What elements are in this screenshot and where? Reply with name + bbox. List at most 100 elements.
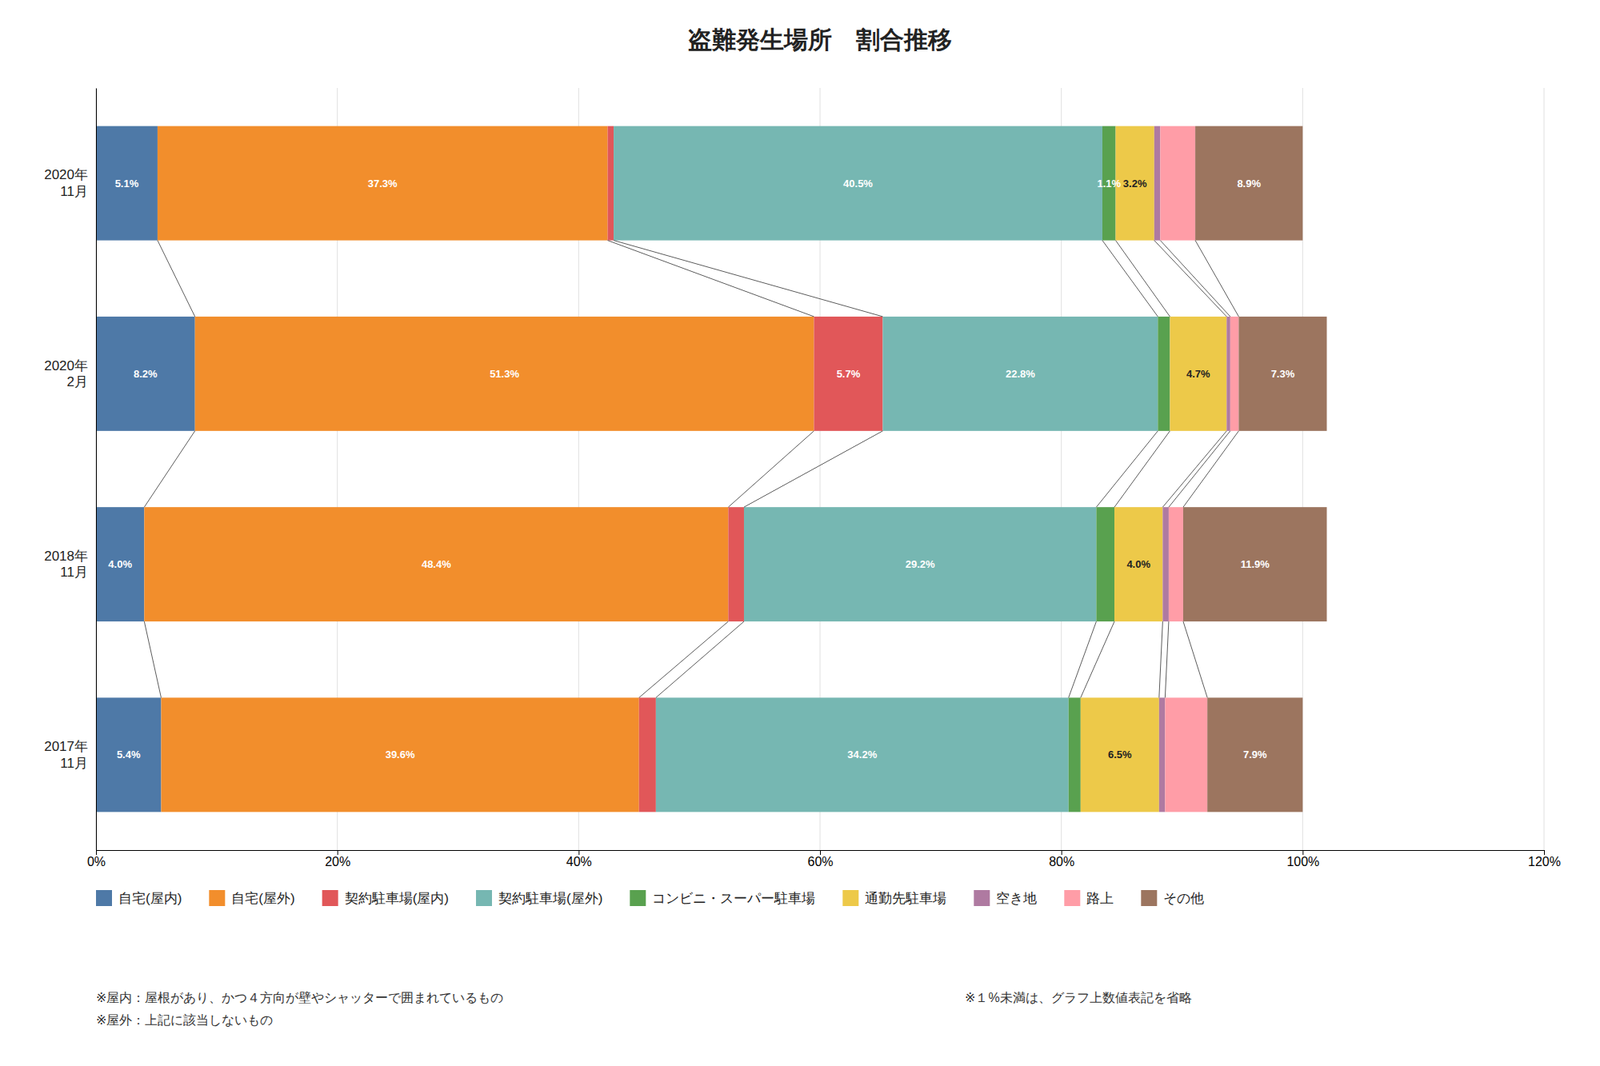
connector-line [1068, 621, 1097, 698]
x-tick-mark [578, 850, 580, 856]
data-label: 22.8% [1005, 368, 1036, 380]
x-axis-line [96, 851, 1545, 856]
bar-segment [96, 126, 158, 241]
legend-swatch [476, 890, 492, 907]
bar-segment [157, 126, 608, 241]
legend-label: 路上 [1086, 891, 1114, 907]
bar-segment [1162, 507, 1169, 622]
connector-line [1096, 431, 1158, 508]
y-tick: 2020年2月 [44, 358, 88, 390]
connector-line [1154, 240, 1228, 317]
bars [96, 126, 1328, 813]
x-tick-label: 40% [566, 855, 592, 869]
legend-item: 自宅(屋内) [96, 890, 182, 907]
legend-label: 自宅(屋内) [118, 891, 182, 907]
data-label: 8.9% [1236, 177, 1261, 190]
y-tick-label: 2020年2月 [44, 358, 88, 390]
data-label: 48.4% [421, 558, 452, 571]
bar-segment [613, 126, 1103, 241]
bar-segment [1230, 316, 1240, 432]
y-axis: 2017年11月2018年11月2020年2月2020年11月 [44, 88, 96, 852]
legend-item: 契約駐車場(屋内) [322, 890, 449, 907]
data-label: 5.7% [836, 368, 861, 380]
x-tick-label: 20% [324, 855, 351, 869]
legend-swatch [96, 890, 112, 907]
data-label: 40.5% [843, 177, 873, 190]
bar-segment [608, 126, 615, 241]
legend-swatch [973, 890, 990, 907]
bar-segment [639, 697, 656, 812]
y-tick: 2017年11月 [44, 739, 88, 771]
data-label: 37.3% [368, 177, 398, 190]
bar-segment [1207, 697, 1303, 812]
data-label: 39.6% [385, 748, 416, 761]
bar-segment [1096, 507, 1115, 622]
connector-line [1080, 621, 1115, 698]
legend-swatch [1140, 890, 1157, 907]
connector-line [1159, 621, 1164, 698]
x-tick-label: 100% [1286, 855, 1320, 869]
legend: 自宅(屋内) 自宅(屋外) 契約駐車場(屋内) 契約駐車場(屋外) コンビニ・スーパー駐… [96, 890, 1204, 907]
grid [96, 88, 1544, 851]
bar-segment [882, 316, 1158, 432]
x-tick: 40% [566, 850, 592, 869]
data-label: 4.7% [1186, 368, 1211, 380]
footnote: ※１%未満は、グラフ上数値表記を省略 [964, 991, 1192, 1005]
connector-line [1183, 431, 1239, 508]
y-tick-label-line: 2月 [67, 374, 88, 390]
data-label: 4.0% [1126, 558, 1151, 571]
legend-label: 契約駐車場(屋内) [344, 891, 449, 907]
x-tick-label: 0% [87, 855, 106, 869]
bar-segment [1116, 126, 1155, 241]
bar-segment [656, 697, 1069, 812]
grid-line [96, 88, 97, 851]
legend-swatch [1064, 890, 1080, 907]
connector-line [1114, 431, 1170, 508]
plot-area: 5.4%4.0%8.2%5.1%39.6%48.4%51.3%37.3%5.7%… [44, 88, 1561, 869]
y-axis-line [96, 88, 97, 852]
bar-segment [96, 507, 144, 622]
connector-line [144, 431, 195, 508]
bar-series [613, 126, 1158, 813]
x-axis: 0%20%40%60%80%100%120% [87, 850, 1561, 869]
footnote: ※屋内：屋根があり、かつ４方向が壁やシャッターで囲まれているもの [96, 991, 504, 1005]
x-tick: 0% [87, 850, 106, 869]
connector-line [157, 240, 196, 317]
y-tick-label-line: 2017年 [44, 739, 88, 755]
chart-title: 盗難発生場所 割合推移 [688, 26, 952, 53]
y-tick-label-line: 11月 [60, 756, 88, 772]
legend-label: コンビニ・スーパー駐車場 [652, 891, 816, 907]
connector-line [613, 240, 883, 317]
y-tick: 2018年11月 [44, 548, 88, 580]
chart-container: 盗難発生場所 割合推移5.4%4.0%8.2%5.1%39.6%48.4%51.… [0, 0, 1600, 1066]
x-tick-mark [1302, 850, 1304, 856]
legend-label: 通勤先駐車場 [864, 891, 947, 907]
x-tick-mark [96, 850, 97, 856]
y-tick-label-line: 11月 [60, 184, 88, 200]
legend-item: 自宅(屋外) [208, 890, 295, 907]
footnote: ※屋外：上記に該当しないもの [96, 1013, 273, 1028]
bar-segment [1168, 507, 1184, 622]
x-tick-mark [337, 850, 339, 856]
legend-item: 契約駐車場(屋外) [476, 890, 603, 907]
y-tick-label-line: 2020年 [44, 167, 88, 183]
bar-segment [195, 316, 815, 432]
data-label: 11.9% [1240, 558, 1271, 571]
legend-item: 通勤先駐車場 [842, 890, 947, 907]
y-tick-label: 2018年11月 [44, 548, 88, 580]
data-label: 5.4% [116, 748, 141, 761]
x-tick: 80% [1048, 850, 1075, 869]
connector-line [1160, 240, 1230, 317]
bar-segment [1164, 697, 1208, 812]
connector-line [656, 621, 744, 698]
legend-swatch [322, 890, 339, 907]
legend-item: 路上 [1064, 890, 1114, 907]
data-label: 3.2% [1123, 177, 1148, 190]
x-tick: 100% [1286, 850, 1320, 869]
legend-label: 自宅(屋外) [231, 891, 295, 907]
x-tick-label: 80% [1048, 855, 1075, 869]
bar-segment [1068, 697, 1081, 812]
legend-label: 空き地 [996, 891, 1037, 907]
connector-line [1168, 431, 1231, 508]
y-tick-label-line: 2020年 [44, 358, 88, 374]
